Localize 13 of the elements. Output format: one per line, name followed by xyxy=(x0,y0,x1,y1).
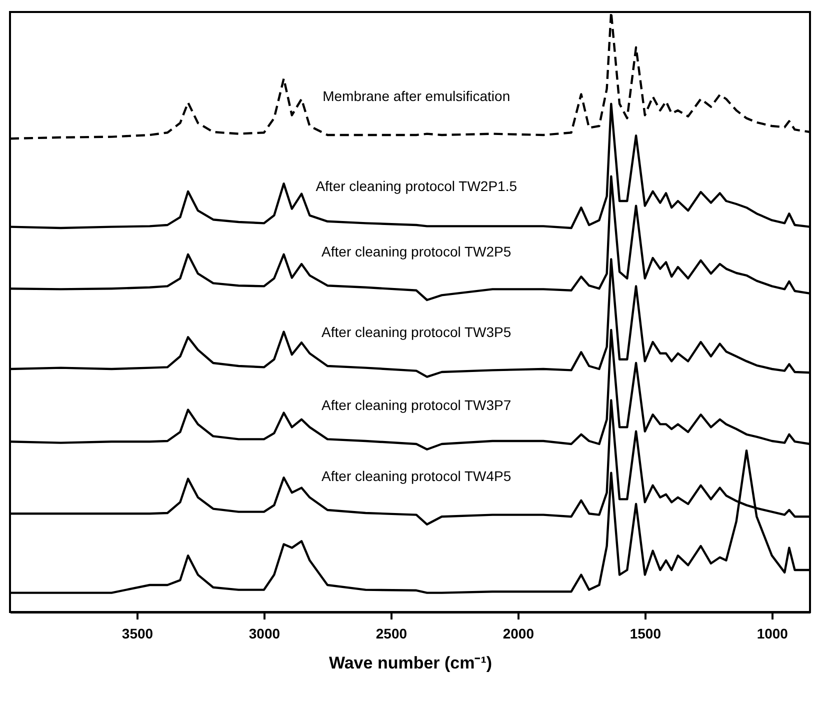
series-label: After cleaning protocol TW3P7 xyxy=(322,397,512,413)
series-label: After cleaning protocol TW2P5 xyxy=(322,243,512,260)
series-label: After cleaning protocol TW3P5 xyxy=(322,324,512,340)
x-tick-label: 1000 xyxy=(756,626,788,642)
x-axis-title: Wave number (cm⁻¹) xyxy=(328,654,492,672)
series-label: Membrane after emulsification xyxy=(322,88,510,104)
x-tick-label: 2500 xyxy=(376,626,408,642)
x-tick-label: 1500 xyxy=(630,626,662,642)
series-label: After cleaning protocol TW2P1.5 xyxy=(316,178,518,194)
x-tick-label: 2000 xyxy=(502,626,534,642)
x-tick-label: 3000 xyxy=(248,626,280,642)
x-tick-label: 3500 xyxy=(122,626,154,642)
series-label: After cleaning protocol TW4P5 xyxy=(322,468,512,484)
